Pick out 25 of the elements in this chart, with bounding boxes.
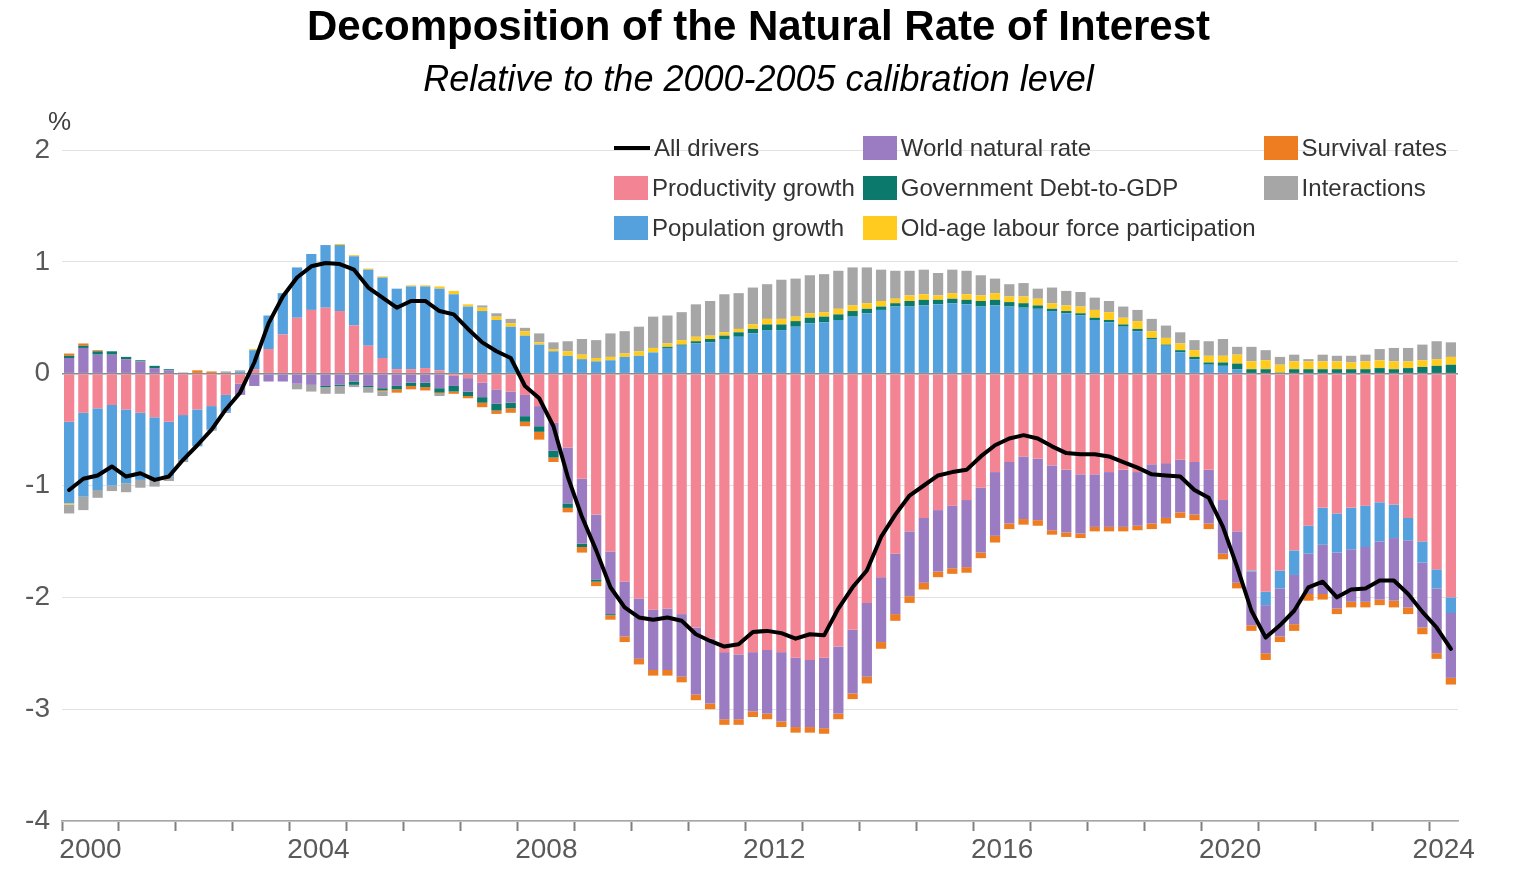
x-tick-label: 2012 — [743, 832, 806, 864]
y-tick-label: 1 — [34, 244, 50, 276]
chart-title: Decomposition of the Natural Rate of Interest — [305, 2, 1212, 50]
x-tick-label: 2004 — [287, 832, 350, 864]
y-tick-label: -2 — [25, 580, 50, 612]
y-tick-label: -3 — [25, 691, 50, 723]
x-tick-label: 2016 — [971, 832, 1034, 864]
legend-label: Interactions — [1301, 174, 1426, 202]
legend-label: All drivers — [653, 134, 760, 162]
y-tick-label: -1 — [25, 468, 50, 500]
legend-label: Old-age labour force participation — [900, 214, 1256, 242]
legend-label: Survival rates — [1301, 134, 1447, 162]
y-tick-label: 0 — [34, 356, 50, 388]
x-tick-label: 2008 — [515, 832, 578, 864]
x-tick-label: 2000 — [59, 832, 122, 864]
chart-subtitle: Relative to the 2000-2005 calibration level — [422, 58, 1096, 100]
y-tick-label: -4 — [25, 803, 50, 835]
y-tick-label: 2 — [34, 132, 50, 164]
legend-label: Productivity growth — [651, 174, 855, 202]
y-axis-title: % — [48, 106, 72, 137]
x-tick-label: 2024 — [1412, 832, 1475, 864]
x-tick-label: 2020 — [1198, 832, 1262, 864]
legend-label: Government Debt-to-GDP — [900, 174, 1179, 202]
legend-label: World natural rate — [900, 134, 1092, 162]
legend-label: Population growth — [651, 214, 845, 242]
